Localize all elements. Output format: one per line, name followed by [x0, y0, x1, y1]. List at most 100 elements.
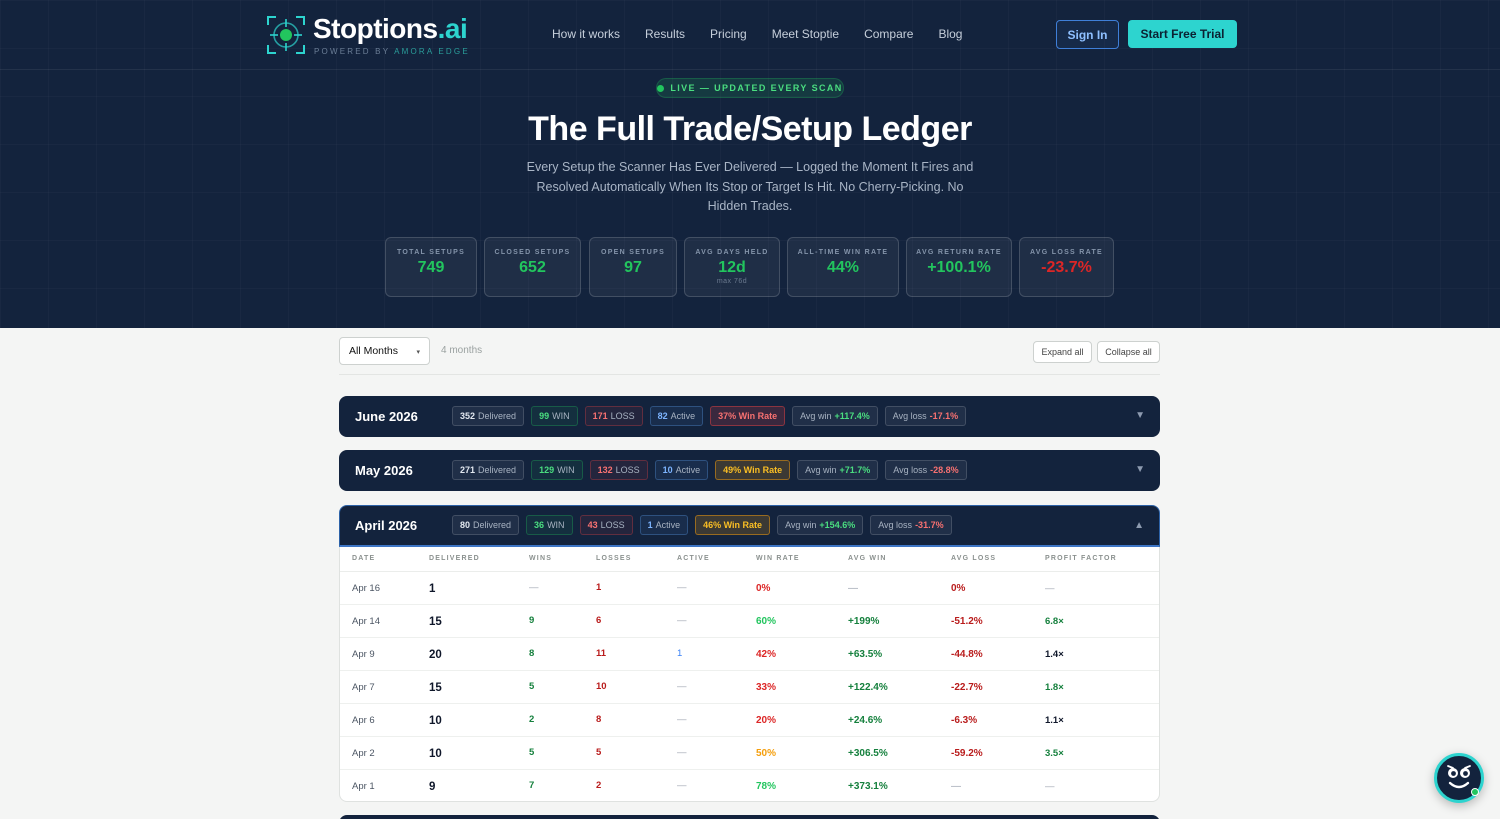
expand-caret-icon[interactable]: ▼ [1135, 464, 1145, 475]
month-header-june-2026[interactable]: June 2026 352 Delivered 99 WIN 171 LOSS 82 A… [339, 396, 1160, 437]
cell-wins: 5 [529, 747, 535, 758]
nav-link-pricing[interactable]: Pricing [710, 27, 747, 41]
sign-in-button[interactable]: Sign In [1056, 20, 1119, 49]
month-header-april-2026[interactable]: April 2026 80 Delivered 36 WIN 43 LOSS 1 Act… [339, 505, 1160, 547]
stat-label: OPEN SETUPS [600, 249, 666, 256]
month-header-may-2026[interactable]: May 2026 271 Delivered 129 WIN 132 LOSS 10 A… [339, 450, 1160, 491]
cell-active: 1 [677, 648, 683, 659]
active-pill: 1 Active [639, 515, 689, 535]
cell-avg-loss: -51.2% [951, 616, 983, 627]
cell-date: Apr 1 [352, 781, 375, 792]
start-free-trial-button[interactable]: Start Free Trial [1128, 20, 1237, 48]
brand-tagline: POWERED BY AMORA EDGE [314, 47, 470, 56]
delivered-pill: 80 Delivered [452, 515, 520, 535]
stat-avg-loss-rate: AVG LOSS RATE -23.7% [1019, 237, 1114, 297]
column-header-date: DATE [352, 555, 376, 562]
live-dot-icon [657, 84, 665, 92]
cell-date: Apr 6 [352, 715, 375, 726]
live-status-text: LIVE — UPDATED EVERY SCAN [670, 83, 843, 93]
nav-link-compare[interactable]: Compare [864, 27, 914, 41]
table-row[interactable]: Apr 2 10 5 5 — 50% +306.5% -59.2% 3.5× [340, 737, 1159, 770]
online-status-dot [1471, 788, 1479, 796]
wins-pill: 129 WIN [531, 460, 583, 480]
cell-avg-loss: — [951, 781, 961, 792]
cell-avg-loss: -6.3% [951, 715, 978, 726]
stat-avg-days-held: AVG DAYS HELD 12d max 76d [684, 237, 780, 297]
delivered-pill: 271 Delivered [452, 460, 525, 480]
cell-avg-loss: 0% [951, 583, 966, 594]
stat-avg-return-rate: AVG RETURN RATE +100.1% [906, 237, 1012, 297]
cell-win-rate: 33% [756, 682, 777, 693]
wins-pill: 99 WIN [531, 406, 578, 426]
cell-active: — [677, 615, 687, 626]
avg-win-pill: Avg win +117.4% [792, 406, 878, 426]
page-subtitle: Every Setup the Scanner Has Ever Deliver… [526, 160, 974, 213]
losses-pill: 132 LOSS [589, 460, 648, 480]
active-pill: 82 Active [649, 406, 704, 426]
cell-active: — [677, 747, 687, 758]
stat-value: 652 [519, 259, 546, 276]
cell-date: Apr 2 [352, 748, 375, 759]
cell-wins: 5 [529, 681, 535, 692]
active-pill: 10 Active [654, 460, 709, 480]
month-filter-select[interactable]: All Months ▾ [339, 337, 430, 365]
table-row[interactable]: Apr 9 20 8 11 1 42% +63.5% -44.8% 1.4× [340, 638, 1159, 671]
table-row[interactable]: Apr 16 1 — 1 — 0% — 0% — [340, 572, 1159, 605]
avg-loss-pill: Avg loss -28.8% [885, 460, 967, 480]
cell-losses: 10 [596, 681, 607, 692]
cell-avg-win: — [848, 583, 858, 594]
stat-closed-setups: CLOSED SETUPS 652 [484, 237, 581, 297]
cell-delivered: 15 [429, 616, 442, 628]
cell-win-rate: 50% [756, 748, 777, 759]
delivered-pill: 352 Delivered [452, 406, 525, 426]
cell-profit-factor: — [1045, 583, 1055, 594]
cell-delivered: 20 [429, 649, 442, 661]
month-summary-pills: 352 Delivered 99 WIN 171 LOSS 82 Active 37% … [452, 406, 967, 426]
cell-avg-loss: -44.8% [951, 649, 983, 660]
table-row[interactable]: Apr 7 15 5 10 — 33% +122.4% -22.7% 1.8× [340, 671, 1159, 704]
column-header-profit-factor: PROFIT FACTOR [1045, 555, 1117, 562]
cell-avg-win: +63.5% [848, 649, 883, 660]
column-header-win-rate: WIN RATE [756, 555, 800, 562]
avg-loss-pill: Avg loss -17.1% [884, 406, 967, 426]
cell-delivered: 9 [429, 781, 436, 793]
cell-avg-win: +306.5% [848, 748, 888, 759]
expand-all-button[interactable]: Expand all [1033, 341, 1092, 363]
cell-date: Apr 16 [352, 583, 380, 594]
month-filter-value: All Months [349, 345, 399, 357]
cell-losses: 5 [596, 747, 602, 758]
cell-date: Apr 9 [352, 649, 375, 660]
brand-logo[interactable]: Stoptions.ai POWERED BY AMORA EDGE [266, 13, 486, 59]
table-row[interactable]: Apr 6 10 2 8 — 20% +24.6% -6.3% 1.1× [340, 704, 1159, 737]
table-header: DATE DELIVERED WINS LOSSES ACTIVE WIN RA… [340, 547, 1159, 572]
table-row[interactable]: Apr 1 9 7 2 — 78% +373.1% — — [340, 770, 1159, 801]
cell-profit-factor: 1.4× [1045, 649, 1064, 660]
cell-win-rate: 60% [756, 616, 777, 627]
table-row[interactable]: Apr 14 15 9 6 — 60% +199% -51.2% 6.8× [340, 605, 1159, 638]
collapse-caret-icon[interactable]: ▲ [1134, 520, 1144, 531]
cell-active: — [677, 582, 687, 593]
cell-losses: 2 [596, 780, 602, 791]
page-title: The Full Trade/Setup Ledger [528, 110, 972, 148]
cell-wins: 9 [529, 615, 535, 626]
column-header-avg-loss: AVG LOSS [951, 555, 997, 562]
month-name: May 2026 [355, 463, 413, 478]
cell-losses: 8 [596, 714, 602, 725]
cell-avg-win: +122.4% [848, 682, 888, 693]
expand-caret-icon[interactable]: ▼ [1135, 410, 1145, 421]
cell-win-rate: 42% [756, 649, 777, 660]
stat-label: AVG RETURN RATE [916, 249, 1002, 256]
win-rate-pill: 37% Win Rate [710, 406, 786, 426]
cell-avg-win: +24.6% [848, 715, 883, 726]
month-header-next[interactable] [339, 815, 1160, 819]
nav-link-blog[interactable]: Blog [938, 27, 963, 41]
chat-assistant-button[interactable] [1434, 753, 1484, 803]
nav-link-results[interactable]: Results [645, 27, 686, 41]
losses-pill: 171 LOSS [584, 406, 643, 426]
brand-name: Stoptions.ai [313, 13, 468, 44]
nav-link-how-it-works[interactable]: How it works [552, 27, 621, 41]
cell-profit-factor: 3.5× [1045, 748, 1064, 759]
collapse-all-button[interactable]: Collapse all [1097, 341, 1160, 363]
nav-link-meet-stoptie[interactable]: Meet Stoptie [771, 27, 840, 41]
stat-label: AVG DAYS HELD [695, 249, 769, 256]
